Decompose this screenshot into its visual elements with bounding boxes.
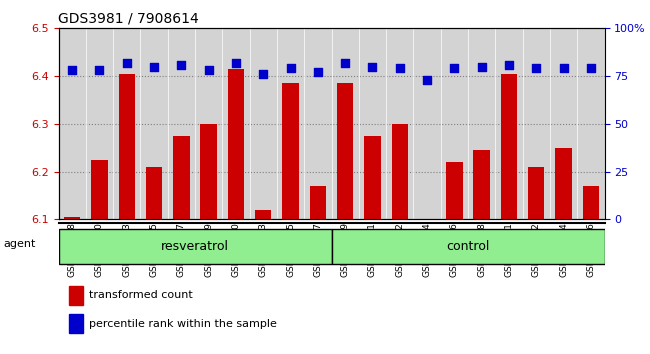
Bar xyxy=(227,69,244,219)
Bar xyxy=(309,186,326,219)
Bar xyxy=(70,314,83,333)
Bar xyxy=(473,150,490,219)
Point xyxy=(586,65,596,71)
Bar xyxy=(255,210,272,219)
Point xyxy=(340,60,350,65)
Bar xyxy=(419,218,436,219)
Point xyxy=(258,72,268,77)
Bar xyxy=(446,162,463,219)
Text: transformed count: transformed count xyxy=(88,290,192,300)
Bar xyxy=(146,167,162,219)
Text: control: control xyxy=(447,240,489,252)
Point xyxy=(504,62,514,68)
Point xyxy=(67,68,77,73)
Text: percentile rank within the sample: percentile rank within the sample xyxy=(88,319,276,329)
Point xyxy=(94,68,105,73)
Point xyxy=(122,60,132,65)
Point xyxy=(558,65,569,71)
Point xyxy=(395,65,405,71)
Point xyxy=(149,64,159,69)
Bar xyxy=(173,136,190,219)
Bar xyxy=(64,217,81,219)
Bar xyxy=(500,74,517,219)
Point xyxy=(176,62,187,68)
FancyBboxPatch shape xyxy=(58,229,332,263)
Bar xyxy=(282,83,299,219)
Bar xyxy=(118,74,135,219)
Point xyxy=(285,65,296,71)
Text: resveratrol: resveratrol xyxy=(161,240,229,252)
Point xyxy=(422,77,432,83)
Bar xyxy=(337,83,354,219)
Point xyxy=(531,65,541,71)
Bar xyxy=(200,124,217,219)
Bar xyxy=(555,148,572,219)
Text: agent: agent xyxy=(3,239,36,249)
Point xyxy=(367,64,378,69)
Bar xyxy=(91,160,108,219)
FancyBboxPatch shape xyxy=(332,229,604,263)
Point xyxy=(449,65,460,71)
Point xyxy=(203,68,214,73)
Point xyxy=(476,64,487,69)
Bar xyxy=(70,286,83,305)
Point xyxy=(313,69,323,75)
Bar xyxy=(582,186,599,219)
Bar xyxy=(364,136,381,219)
Point xyxy=(231,60,241,65)
Bar xyxy=(528,167,545,219)
Text: GDS3981 / 7908614: GDS3981 / 7908614 xyxy=(58,12,200,26)
Bar xyxy=(391,124,408,219)
